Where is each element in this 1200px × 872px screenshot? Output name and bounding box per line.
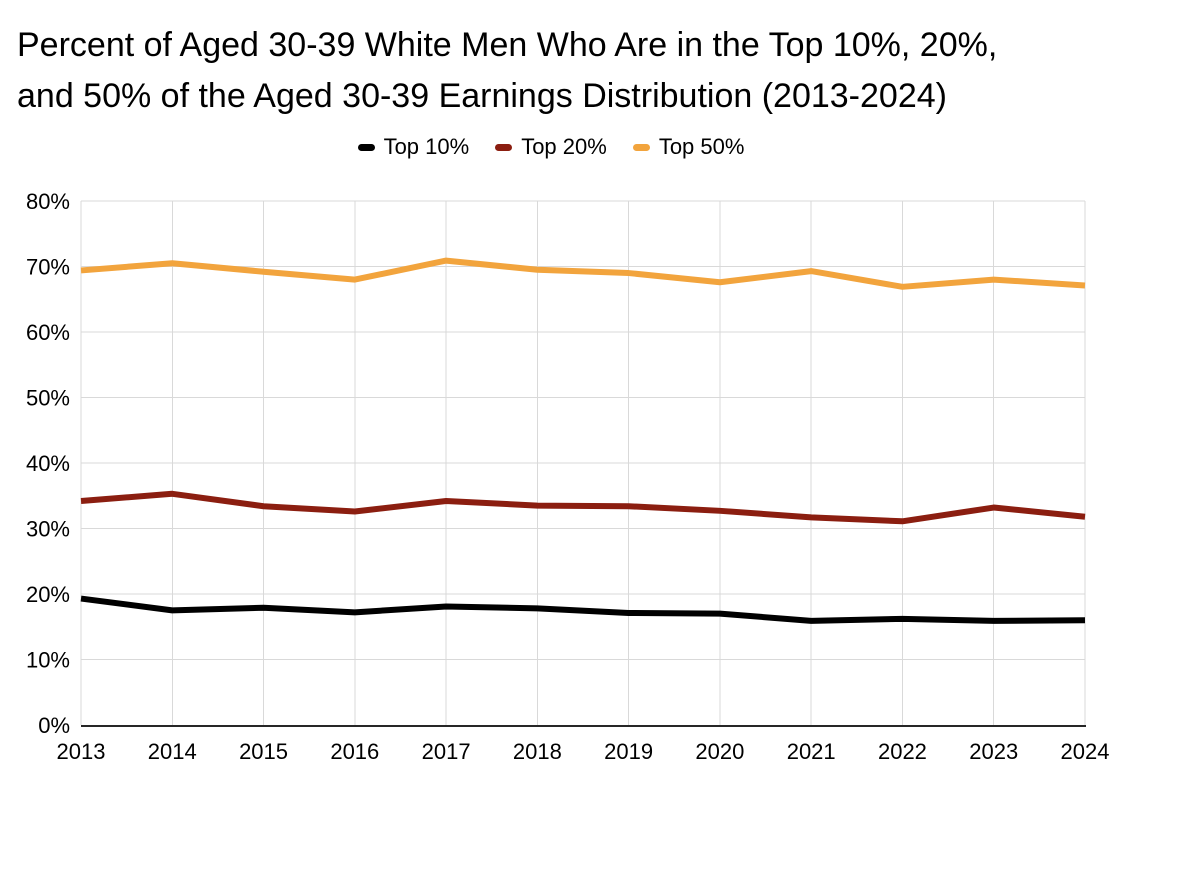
y-tick-label-40%: 40% (26, 451, 70, 476)
x-tick-label-2022: 2022 (878, 739, 927, 764)
x-tick-label-2020: 2020 (695, 739, 744, 764)
x-tick-label-2016: 2016 (330, 739, 379, 764)
x-tick-label-2018: 2018 (513, 739, 562, 764)
y-tick-label-50%: 50% (26, 386, 70, 411)
x-tick-label-2017: 2017 (422, 739, 471, 764)
legend-swatch-top10 (357, 143, 375, 151)
x-tick-label-2023: 2023 (969, 739, 1018, 764)
legend-label-top10: Top 10% (383, 134, 470, 159)
chart-title: Percent of Aged 30-39 White Men Who Are … (17, 20, 997, 122)
series-line-top10 (80, 595, 1086, 624)
x-tick-label-2024: 2024 (1061, 739, 1110, 764)
series-line-top50 (80, 257, 1086, 290)
x-tick-label-2014: 2014 (148, 739, 197, 764)
x-tick-label-2013: 2013 (57, 739, 106, 764)
series-line-top20 (80, 490, 1086, 525)
x-tick-label-2019: 2019 (604, 739, 653, 764)
y-tick-label-70%: 70% (26, 255, 70, 280)
legend: Top 10% Top 20% Top 50% (0, 133, 1102, 161)
chart-title-line1: Percent of Aged 30-39 White Men Who Are … (17, 26, 998, 64)
x-tick-label-2021: 2021 (787, 739, 836, 764)
y-tick-label-30%: 30% (26, 517, 70, 542)
chart-title-line2: and 50% of the Aged 30-39 Earnings Distr… (17, 77, 947, 115)
x-tick-label-2015: 2015 (239, 739, 288, 764)
y-tick-label-20%: 20% (26, 582, 70, 607)
legend-swatch-top20 (495, 143, 513, 151)
legend-item-top10: Top 10% (357, 134, 470, 160)
legend-label-top50: Top 50% (658, 134, 745, 159)
y-tick-label-80%: 80% (26, 189, 70, 214)
legend-item-top50: Top 50% (632, 134, 745, 160)
legend-label-top20: Top 20% (521, 134, 607, 159)
legend-item-top20: Top 20% (495, 134, 607, 160)
legend-swatch-top50 (632, 143, 650, 151)
y-tick-label-60%: 60% (26, 320, 70, 345)
y-tick-label-10%: 10% (26, 648, 70, 673)
y-tick-label-0%: 0% (38, 713, 70, 738)
